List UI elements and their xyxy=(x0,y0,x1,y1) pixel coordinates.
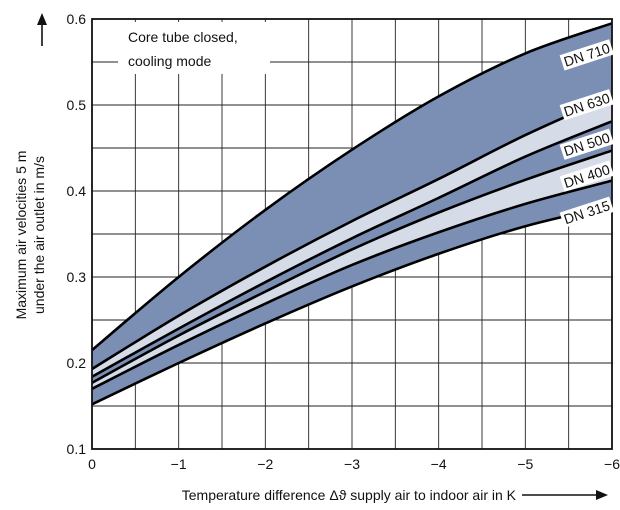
x-tick-label: −5 xyxy=(517,456,533,472)
y-tick-label: 0.2 xyxy=(67,355,87,371)
band-boundaries xyxy=(91,22,613,406)
x-tick-label: −6 xyxy=(604,456,620,472)
y-tick-label: 0.5 xyxy=(67,97,87,113)
boundary-line xyxy=(91,149,613,384)
band-label-bg xyxy=(559,39,615,71)
plot-frame xyxy=(91,18,613,450)
boundary-line xyxy=(91,120,613,378)
x-tick-label: −2 xyxy=(257,456,273,472)
x-tick-label: 0 xyxy=(88,456,96,472)
band-dn-400 xyxy=(92,150,612,389)
x-tick-labels: 0 −1 −2 −3 −4 −5 −6 xyxy=(88,456,620,472)
band-label-bg xyxy=(559,160,615,192)
band-label-bg xyxy=(559,196,615,228)
band-dn-315 xyxy=(92,180,612,405)
annotation-line-2: cooling mode xyxy=(128,53,211,69)
boundary-line xyxy=(91,22,613,352)
y-tick-label: 0.6 xyxy=(67,11,87,27)
x-axis-title: Temperature difference Δϑ supply air to … xyxy=(182,487,517,503)
annotation-box xyxy=(118,22,270,74)
boundary-line xyxy=(91,179,613,390)
y-axis-arrow-head xyxy=(37,13,47,25)
boundary-line xyxy=(91,204,613,406)
band-dn-630 xyxy=(92,96,612,377)
x-axis-arrow-head xyxy=(596,490,608,500)
x-tick-label: −3 xyxy=(344,456,360,472)
annotation-line-1: Core tube closed, xyxy=(128,29,238,45)
band-label-bg xyxy=(559,128,615,160)
bands xyxy=(92,23,612,405)
x-tick-label: −1 xyxy=(171,456,187,472)
y-axis-title-line-1: Maximum air velocities 5 m xyxy=(13,151,29,320)
band-dn-500 xyxy=(92,121,612,383)
band-dn-710 xyxy=(92,23,612,370)
y-tick-label: 0.4 xyxy=(67,183,87,199)
boundary-line xyxy=(91,95,613,371)
x-tick-label: −4 xyxy=(431,456,447,472)
y-tick-label: 0.3 xyxy=(67,269,87,285)
y-tick-labels: 0.1 0.2 0.3 0.4 0.5 0.6 xyxy=(67,11,87,457)
band-label-bg xyxy=(559,89,615,121)
y-tick-label: 0.1 xyxy=(67,441,87,457)
y-axis-title-line-2: under the air outlet in m/s xyxy=(31,156,47,314)
